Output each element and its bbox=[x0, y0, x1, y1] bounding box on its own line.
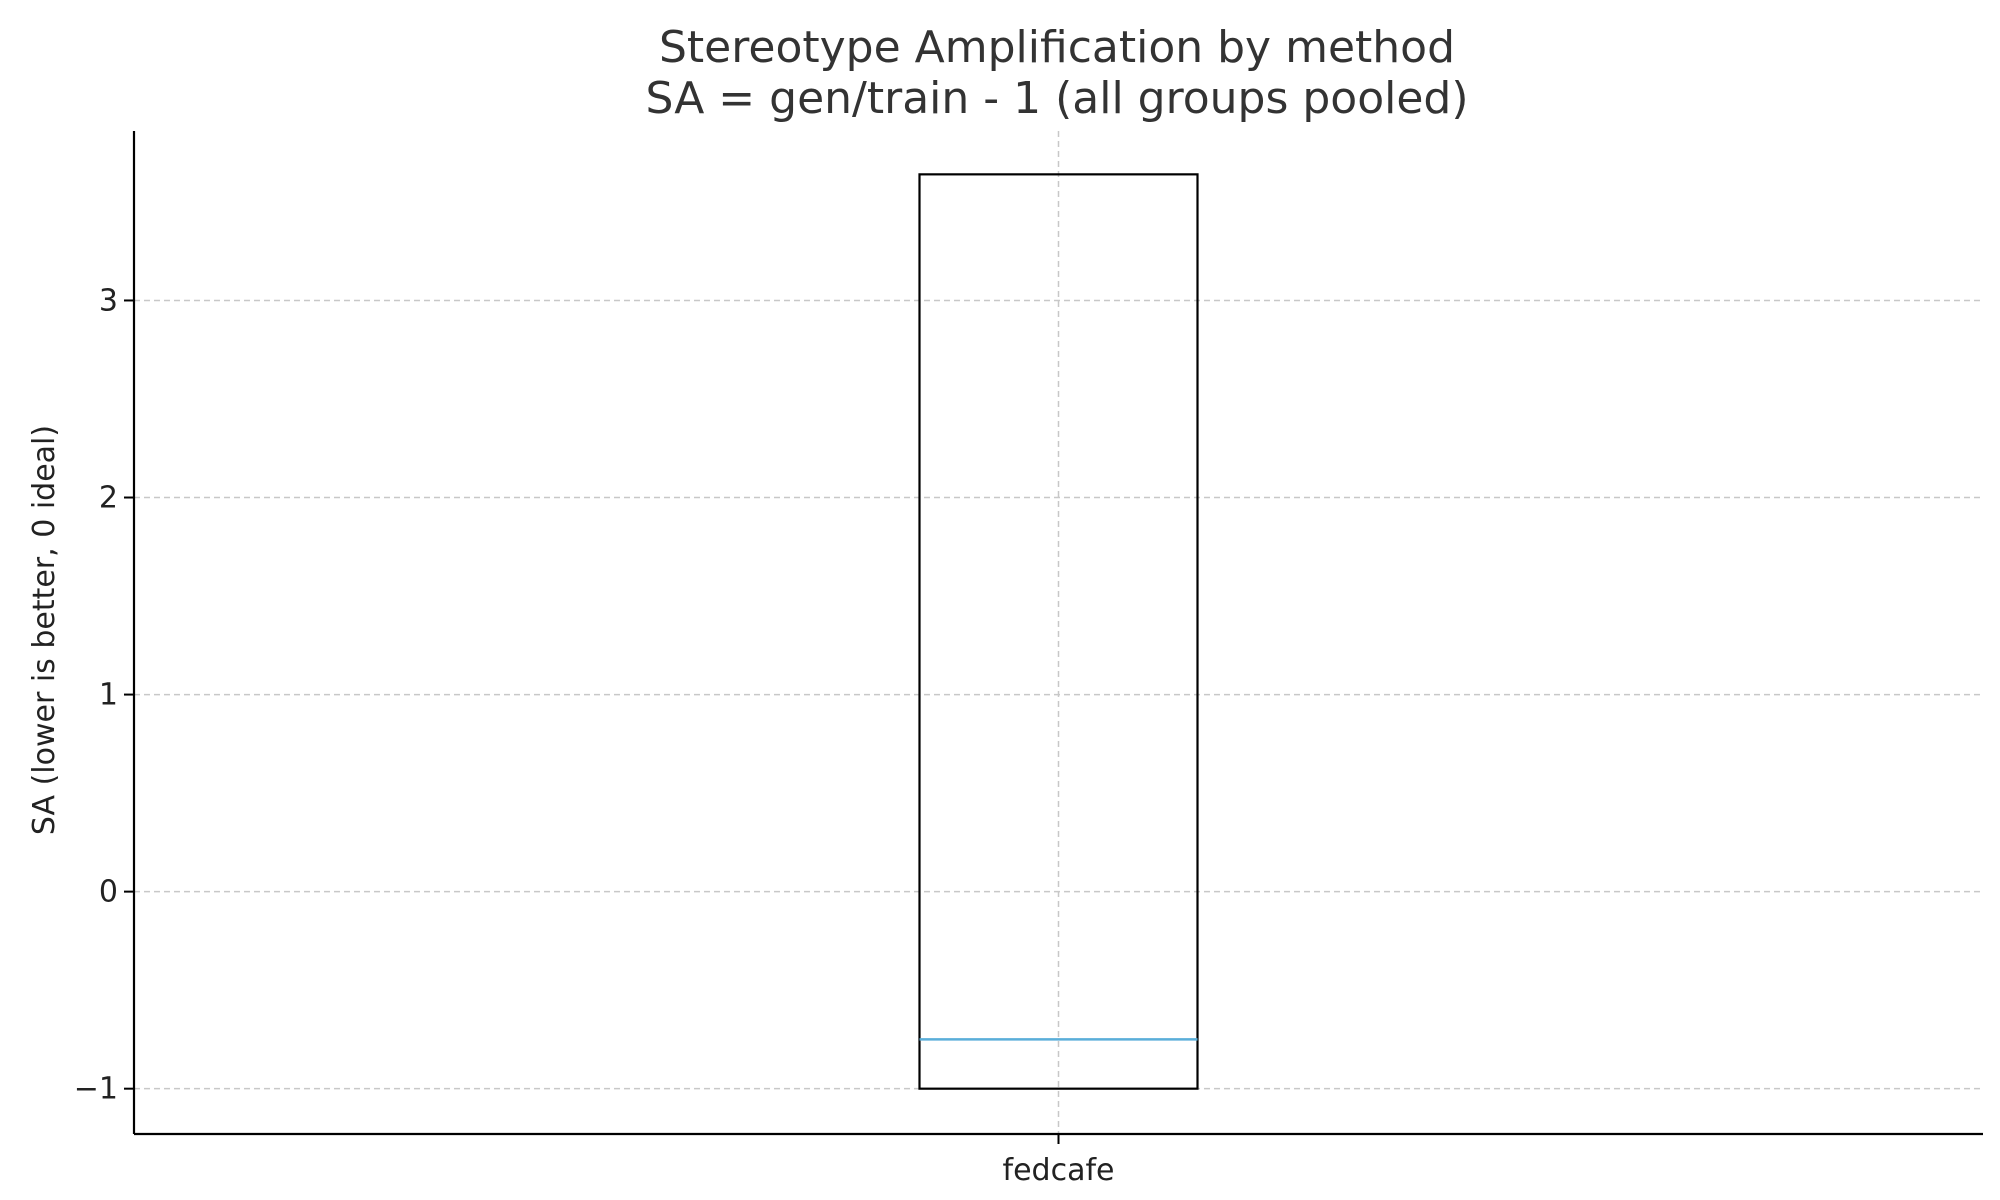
y-tick-label: −1 bbox=[74, 1072, 118, 1107]
x-ticks: fedcafe bbox=[1003, 1134, 1115, 1188]
grid-lines bbox=[134, 131, 1983, 1134]
y-tick-label: 0 bbox=[99, 875, 118, 910]
chart-title-line-2: SA = gen/train - 1 (all groups pooled) bbox=[645, 73, 1468, 124]
y-ticks: −1 0 1 2 3 bbox=[74, 283, 134, 1107]
y-tick-label: 3 bbox=[99, 283, 118, 318]
y-tick-label: 1 bbox=[99, 678, 118, 713]
x-tick-label: fedcafe bbox=[1003, 1153, 1115, 1188]
box-fedcafe bbox=[918, 173, 1199, 1090]
y-axis-label: SA (lower is better, 0 ideal) bbox=[27, 425, 62, 835]
y-tick-label: 2 bbox=[99, 481, 118, 516]
boxes bbox=[918, 173, 1199, 1090]
chart-title-line-1: Stereotype Amplification by method bbox=[659, 22, 1455, 73]
